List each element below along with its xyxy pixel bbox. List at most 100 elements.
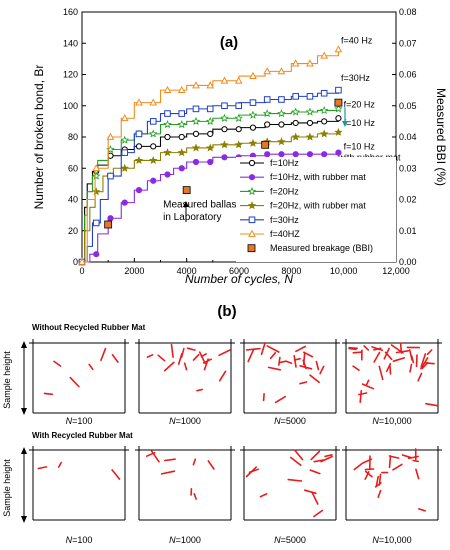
- legend-box: [236, 157, 396, 262]
- annotation: f=30Hz: [341, 73, 370, 83]
- row2-sample-0: N=100: [29, 446, 129, 545]
- crack-mark: [299, 381, 308, 385]
- y2-tick-label: 0.01: [399, 226, 417, 236]
- series-marker: [320, 89, 328, 97]
- crack-mark: [111, 469, 121, 480]
- legend-marker: [248, 174, 256, 181]
- series-marker: [163, 148, 172, 157]
- series-4: [78, 86, 342, 266]
- crack-mark: [285, 360, 293, 365]
- legend-marker: [247, 201, 257, 210]
- legend-label: f=30Hz: [270, 215, 299, 225]
- crack-mark: [359, 389, 363, 404]
- n-label-symbol: N: [66, 535, 73, 545]
- series-marker: [221, 102, 228, 110]
- series-marker: [291, 132, 300, 141]
- x-tick-label: 8000: [281, 266, 301, 276]
- y-tick-label: 160: [63, 7, 78, 17]
- crack-mark: [409, 363, 413, 373]
- series-marker: [148, 155, 158, 165]
- series-marker: [291, 107, 300, 116]
- crack-mark: [37, 466, 48, 470]
- n-label-value: =1000: [176, 416, 201, 426]
- crack-mark: [192, 353, 200, 361]
- n-label-value: =5000: [281, 416, 306, 426]
- crack-mark: [218, 370, 227, 382]
- crack-mark: [294, 449, 304, 461]
- series-marker: [234, 140, 243, 149]
- annotation: f=40 Hz: [341, 35, 373, 45]
- crack-mark: [399, 342, 403, 354]
- legend: f=10Hz f=10Hz, with rubber mat f=20Hz f=20H…: [236, 157, 396, 262]
- y-tick-label: 80: [68, 132, 78, 142]
- y-axis-ticks: 0 20 40 60 80 100 120 140 160: [63, 7, 86, 267]
- row2-sample-2: N=5000: [240, 446, 340, 545]
- y-tick-label: 120: [63, 70, 78, 80]
- bbi-point: [261, 140, 270, 149]
- series-marker: [248, 138, 258, 147]
- y2-tick-label: 0.03: [399, 163, 417, 173]
- crack-mark: [43, 392, 54, 396]
- crack-mark: [364, 468, 375, 471]
- crack-mark: [150, 450, 160, 463]
- crack-mark: [425, 402, 439, 407]
- row1-sample-1: N=1000: [135, 339, 235, 426]
- crack-mark: [388, 455, 400, 459]
- n-label-symbol: N: [274, 535, 281, 545]
- crack-mark: [267, 366, 282, 371]
- series-marker: [121, 199, 128, 206]
- series-marker: [149, 118, 157, 125]
- crack-mark: [287, 478, 303, 482]
- crack-mark: [309, 469, 321, 475]
- series-line: [82, 49, 339, 263]
- n-label-symbol: N: [66, 416, 73, 426]
- crack-mark: [69, 376, 80, 388]
- series-marker: [205, 116, 215, 125]
- series-marker: [91, 171, 101, 180]
- legend-marker: [248, 159, 256, 167]
- series-marker: [319, 105, 329, 115]
- crack-mark: [180, 347, 185, 359]
- n-label: N=1000: [169, 535, 201, 545]
- series-marker: [106, 132, 115, 140]
- crack-mark: [384, 351, 393, 361]
- legend-marker: [247, 186, 257, 196]
- crack-mark: [203, 358, 209, 371]
- crack-mark: [415, 468, 420, 480]
- series-marker: [277, 67, 286, 75]
- series-marker: [320, 51, 329, 59]
- row2-sample-1: N=1000: [135, 446, 235, 545]
- crack-mark: [260, 341, 266, 356]
- series-marker: [306, 119, 314, 127]
- legend-marker: [247, 244, 256, 253]
- crack-mark: [245, 466, 258, 478]
- series-marker: [134, 155, 144, 165]
- crack-mark: [417, 508, 426, 512]
- y2-tick-label: 0.00: [399, 257, 417, 267]
- rubber-mat-arrow-head: [342, 121, 348, 127]
- crack-mark: [274, 395, 287, 404]
- legend-label: f=40HZ: [270, 229, 300, 239]
- crack-mark: [357, 392, 368, 396]
- series-marker: [220, 113, 229, 122]
- series-marker: [249, 124, 257, 131]
- series-marker: [92, 163, 101, 172]
- series-marker: [192, 130, 200, 137]
- series-marker: [221, 126, 228, 133]
- n-label: N=1000: [169, 416, 201, 426]
- n-label-symbol: N: [169, 535, 176, 545]
- crack-mark: [324, 453, 333, 458]
- series-marker: [135, 98, 143, 106]
- crack-mark: [385, 362, 392, 373]
- crack-mark: [207, 460, 215, 470]
- series-marker: [107, 172, 114, 180]
- series-marker: [150, 143, 157, 150]
- y-axis-label: Number of broken bond, Br: [32, 65, 46, 210]
- n-label-value: =100: [72, 416, 92, 426]
- n-label-value: =10,000: [379, 416, 412, 426]
- n-label-value: =10,000: [379, 535, 412, 545]
- n-label: N=5000: [274, 416, 306, 426]
- crack-mark: [375, 475, 380, 487]
- series-marker: [306, 59, 314, 67]
